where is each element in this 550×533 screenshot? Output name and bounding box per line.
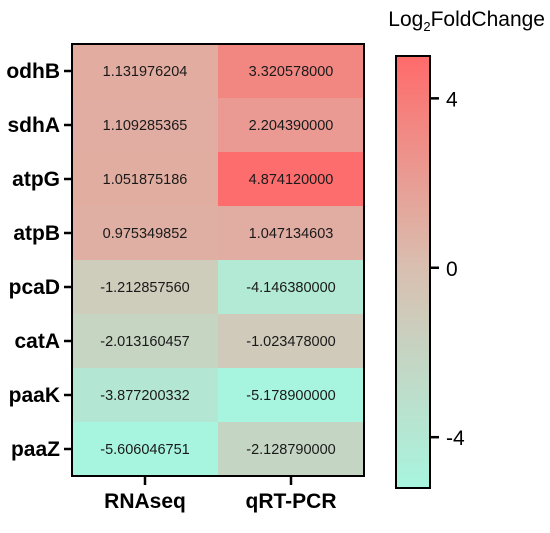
heatmap-cells: 1.131976204 3.320578000 1.109285365 2.20439… (72, 44, 364, 476)
heatmap-cell-paaK-RNAseq (72, 368, 218, 422)
colorbar-title: Log2FoldChange (388, 8, 545, 34)
cell-value-label: -5.606046751 (100, 442, 190, 458)
column-labels: RNAseq qRT-PCR (104, 476, 337, 513)
row-label-sdhA: sdhA (8, 114, 61, 137)
cell-value-label: 2.204390000 (249, 118, 334, 134)
heatmap-cell-paaZ-qRT-PCR (218, 422, 364, 476)
cell-value-label: 3.320578000 (249, 64, 334, 80)
cell-value-label: -4.146380000 (246, 280, 336, 296)
row-label-odhB: odhB (6, 60, 60, 83)
colorbar-title-prefix: Log (388, 8, 423, 31)
row-label-atpB: atpB (13, 222, 60, 245)
cell-value-label: -1.212857560 (100, 280, 190, 296)
heatmap-cell-paaZ-RNAseq (72, 422, 218, 476)
colorbar-gradient (395, 55, 431, 489)
cell-value-label: -3.877200332 (100, 388, 190, 404)
column-label-qRT-PCR: qRT-PCR (246, 490, 337, 513)
heatmap-cell-sdhA-RNAseq (72, 98, 218, 152)
colorbar-tick-label: 0 (446, 258, 458, 281)
cell-value-label: 1.131976204 (103, 64, 188, 80)
heatmap-cell-sdhA-qRT-PCR (218, 98, 364, 152)
cell-value-label: -2.128790000 (246, 442, 336, 458)
row-label-atpG: atpG (12, 168, 60, 191)
colorbar: 4 0 -4 Log2FoldChange (388, 8, 545, 489)
heatmap-cell-atpB-RNAseq (72, 206, 218, 260)
cell-value-label: -5.178900000 (246, 388, 336, 404)
cell-value-label: -2.013160457 (100, 334, 190, 350)
heatmap-cell-odhB-qRT-PCR (218, 44, 364, 98)
cell-value-label: 1.047134603 (249, 226, 334, 242)
row-label-paaZ: paaZ (11, 438, 60, 461)
row-label-pcaD: pcaD (9, 276, 60, 299)
heatmap-cell-pcaD-RNAseq (72, 260, 218, 314)
row-label-catA: catA (14, 330, 60, 353)
heatmap-cell-atpB-qRT-PCR (218, 206, 364, 260)
heatmap-cell-catA-qRT-PCR (218, 314, 364, 368)
heatmap-cell-pcaD-qRT-PCR (218, 260, 364, 314)
colorbar-tick-label: 4 (446, 88, 458, 111)
heatmap-cell-odhB-RNAseq (72, 44, 218, 98)
cell-value-label: 1.051875186 (103, 172, 188, 188)
heatmap-cell-atpG-RNAseq (72, 152, 218, 206)
row-label-paaK: paaK (9, 384, 60, 407)
colorbar-title-subscript: 2 (423, 19, 430, 34)
cell-value-label: -1.023478000 (246, 334, 336, 350)
heatmap-cell-atpG-qRT-PCR (218, 152, 364, 206)
heatmap-frame (71, 43, 365, 477)
cell-value-label: 1.109285365 (103, 118, 188, 134)
heatmap-cell-catA-RNAseq (72, 314, 218, 368)
column-label-RNAseq: RNAseq (104, 490, 186, 513)
colorbar-tick-label: -4 (446, 427, 465, 450)
cell-value-label: 0.975349852 (103, 226, 188, 242)
heatmap-cell-paaK-qRT-PCR (218, 368, 364, 422)
colorbar-title-suffix: FoldChange (431, 8, 545, 31)
heatmap-border (71, 43, 365, 477)
cell-value-label: 4.874120000 (249, 172, 334, 188)
row-labels: odhB sdhA atpG atpB pcaD catA paaK paaZ (6, 60, 72, 461)
